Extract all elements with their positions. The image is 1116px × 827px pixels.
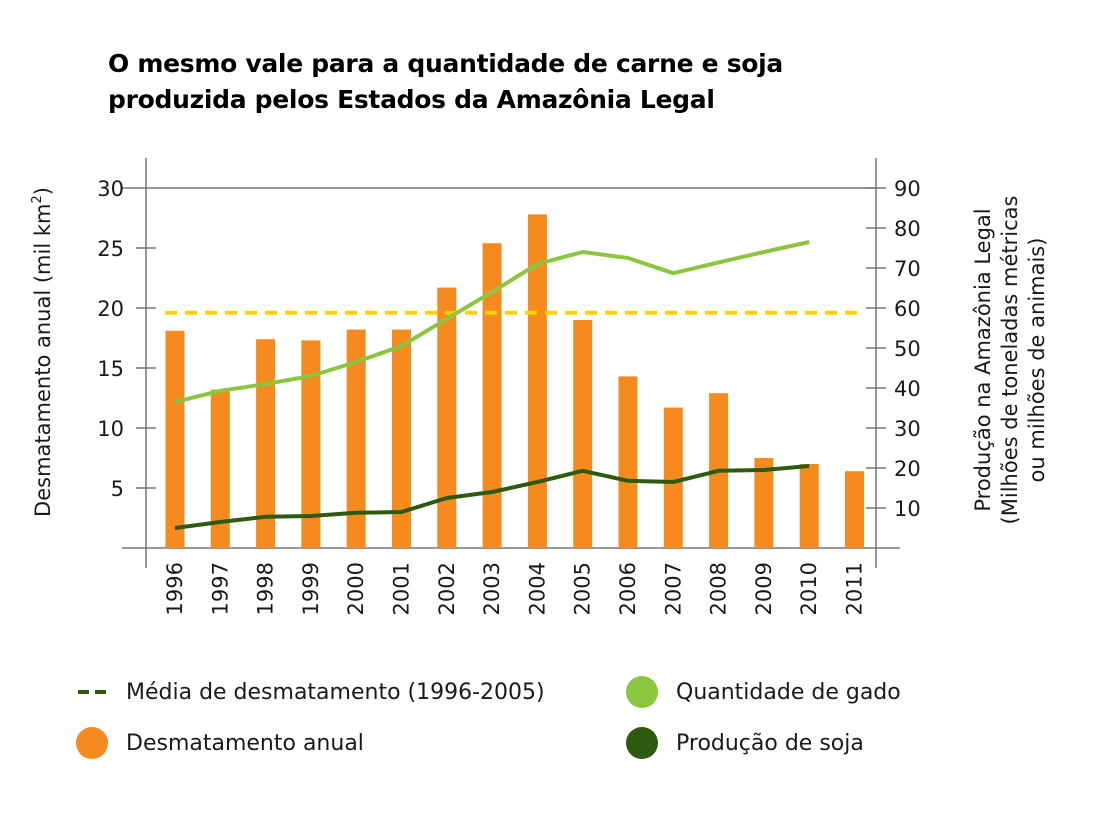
legend-item-mean: Média de desmatamento (1996-2005)	[76, 676, 545, 708]
bar	[618, 376, 638, 548]
legend-item-gado: Quantidade de gado	[626, 676, 901, 708]
axes	[122, 158, 900, 568]
bar	[527, 214, 547, 548]
y2-axis-title-line-1: Produção na Amazônia Legal	[971, 208, 995, 511]
y2-tick-label: 90	[894, 177, 921, 201]
bar	[301, 340, 321, 548]
x-tick-label: 2001	[390, 562, 414, 615]
x-tick-label: 2010	[797, 562, 821, 615]
y-tick-label: 25	[97, 237, 124, 261]
x-tick-label: 1997	[208, 562, 232, 615]
y-tick-label: 5	[111, 477, 124, 501]
y-tick-label: 15	[97, 357, 124, 381]
bars-group	[165, 214, 864, 548]
y2-tick-label: 80	[894, 217, 921, 241]
dark-green-circle-icon	[626, 727, 658, 759]
chart-title-line-1: O mesmo vale para a quantidade de carne …	[108, 49, 783, 78]
x-tick-label: 1996	[163, 562, 187, 615]
y-axis-title-superscript: 2	[30, 195, 45, 203]
dashed-line-icon	[76, 676, 108, 708]
y-axis-title-main: Desmatamento anual (mil km	[31, 204, 55, 517]
x-tick-label: 2006	[616, 562, 640, 615]
y2-axis-title: Produção na Amazônia Legal (Milhões de t…	[971, 196, 1049, 525]
x-tick-label: 1999	[299, 562, 323, 615]
y2-axis-title-line-2: (Milhões de toneladas métricas	[998, 196, 1022, 525]
tick-labels-group: 5 10 15 20 25 30 10 20 30 40 50 60 70 80 90 1996 1997 199…	[97, 177, 920, 615]
legend-label-desmatamento: Desmatamento anual	[126, 730, 364, 756]
bar	[663, 407, 683, 548]
x-tick-label: 1998	[254, 562, 278, 615]
chart-title-line-2: produzida pelos Estados da Amazônia Lega…	[108, 85, 715, 114]
y2-tick-label: 10	[894, 497, 921, 521]
x-tick-label: 2008	[707, 562, 731, 615]
bar	[799, 464, 819, 548]
legend-item-soja: Produção de soja	[626, 727, 864, 759]
bar	[210, 389, 230, 548]
y2-tick-label: 30	[894, 417, 921, 441]
bar	[754, 458, 774, 548]
lines-group	[174, 240, 810, 530]
x-tick-label: 2007	[661, 562, 685, 615]
x-tick-label: 2004	[525, 562, 549, 615]
bar	[845, 471, 864, 548]
light-green-circle-icon	[626, 676, 658, 708]
bar	[256, 339, 276, 548]
bar	[482, 243, 502, 548]
y2-tick-label: 50	[894, 337, 921, 361]
bar	[165, 330, 185, 548]
x-tick-label: 2011	[843, 562, 867, 615]
bar	[573, 320, 593, 548]
bar	[437, 287, 457, 548]
y2-tick-label: 40	[894, 377, 921, 401]
legend: Média de desmatamento (1996-2005) Quanti…	[76, 676, 976, 776]
chart-title: O mesmo vale para a quantidade de carne …	[108, 46, 868, 118]
x-tick-label: 2009	[752, 562, 776, 615]
chart-svg: 5 10 15 20 25 30 10 20 30 40 50 60 70 80 90 1996 1997 199…	[30, 158, 1049, 615]
legend-label-soja: Produção de soja	[676, 730, 864, 756]
x-tick-label: 2000	[344, 562, 368, 615]
y2-tick-label: 70	[894, 257, 921, 281]
x-tick-label: 2003	[480, 562, 504, 615]
orange-circle-icon	[76, 727, 108, 759]
y2-tick-label: 60	[894, 297, 921, 321]
y-axis-title-close: )	[31, 187, 55, 195]
y-axis-title: Desmatamento anual (mil km2)	[30, 187, 55, 517]
legend-label-gado: Quantidade de gado	[676, 679, 901, 705]
legend-item-desmatamento: Desmatamento anual	[76, 727, 364, 759]
y-tick-label: 10	[97, 417, 124, 441]
legend-label-mean: Média de desmatamento (1996-2005)	[126, 679, 545, 705]
y-tick-label: 20	[97, 297, 124, 321]
y2-axis-title-line-3: ou milhões de animais)	[1025, 238, 1049, 483]
x-tick-label: 2005	[571, 562, 595, 615]
y2-tick-label: 20	[894, 457, 921, 481]
bar	[346, 329, 366, 548]
x-tick-label: 2002	[435, 562, 459, 615]
y-tick-label: 30	[97, 177, 124, 201]
bar	[392, 329, 411, 548]
